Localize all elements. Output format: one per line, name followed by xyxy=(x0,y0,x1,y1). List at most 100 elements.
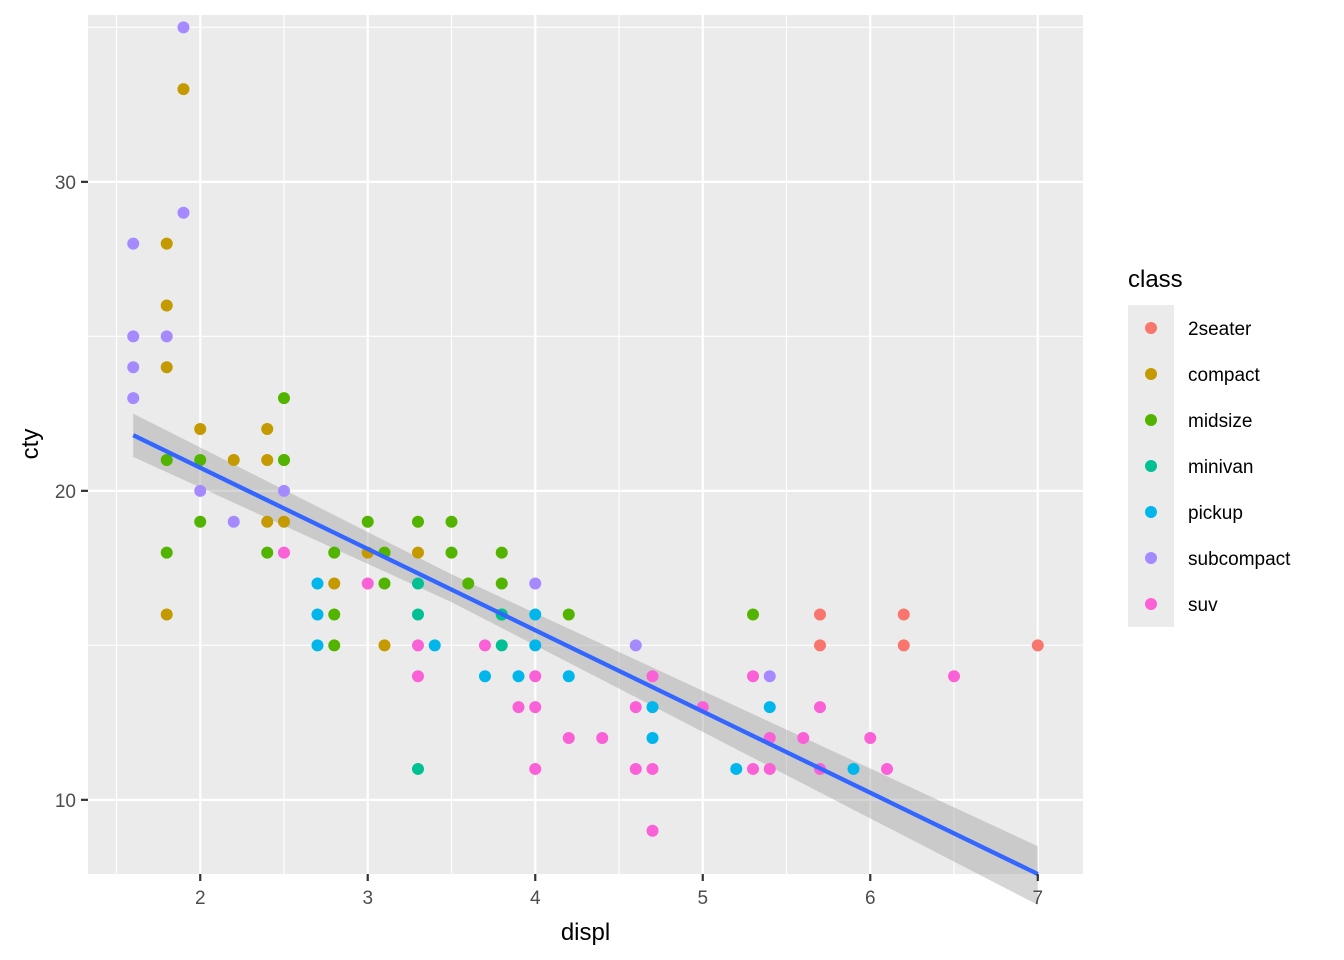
y-axis: 10 20 30 xyxy=(55,173,88,812)
data-point-compact xyxy=(160,299,173,312)
legend-label-minivan: minivan xyxy=(1188,457,1253,478)
data-point-midsize xyxy=(160,453,173,466)
data-point-midsize xyxy=(328,639,341,652)
data-point-2seater xyxy=(897,608,910,621)
data-point-2seater xyxy=(814,608,827,621)
legend-key-subcompact xyxy=(1145,552,1157,564)
confidence-band-area xyxy=(133,413,1038,905)
data-point-subcompact xyxy=(529,577,542,590)
x-tick-label: 3 xyxy=(362,888,373,909)
x-axis-title: displ xyxy=(561,919,610,946)
data-point-midsize xyxy=(562,608,575,621)
data-point-subcompact xyxy=(160,330,173,343)
data-point-suv xyxy=(797,732,810,745)
legend-key-suv xyxy=(1145,598,1157,610)
data-point-midsize xyxy=(462,577,475,590)
legend-key-pickup xyxy=(1145,506,1157,518)
data-point-midsize xyxy=(411,515,424,528)
data-point-midsize xyxy=(277,453,290,466)
data-point-compact xyxy=(277,515,290,528)
data-point-subcompact xyxy=(127,392,140,405)
data-point-subcompact xyxy=(629,639,642,652)
data-point-midsize xyxy=(160,546,173,559)
confidence-band xyxy=(133,413,1038,905)
data-point-suv xyxy=(529,670,542,683)
data-point-pickup xyxy=(478,670,491,683)
data-point-suv xyxy=(562,732,575,745)
data-point-subcompact xyxy=(127,330,140,343)
x-tick-label: 6 xyxy=(865,888,876,909)
data-point-suv xyxy=(814,701,827,714)
x-tick-label: 5 xyxy=(697,888,708,909)
data-point-compact xyxy=(261,515,274,528)
data-point-suv xyxy=(881,762,894,775)
data-point-midsize xyxy=(194,453,207,466)
data-point-pickup xyxy=(311,639,324,652)
data-point-compact xyxy=(261,453,274,466)
data-point-pickup xyxy=(646,732,659,745)
data-point-midsize xyxy=(495,577,508,590)
data-point-midsize xyxy=(747,608,760,621)
legend-items: 2seater compact midsize minivan pickup subcom… xyxy=(1145,319,1291,616)
data-point-suv xyxy=(411,639,424,652)
data-point-compact xyxy=(160,361,173,374)
data-point-suv xyxy=(646,670,659,683)
legend: class 2seater compact midsize minivan pickup… xyxy=(1128,266,1291,627)
x-tick-label: 4 xyxy=(530,888,541,909)
legend-title: class xyxy=(1128,266,1183,293)
data-point-pickup xyxy=(646,701,659,714)
data-point-2seater xyxy=(897,639,910,652)
data-point-midsize xyxy=(361,515,374,528)
legend-key-midsize xyxy=(1145,414,1157,426)
data-point-compact xyxy=(194,423,207,436)
data-point-suv xyxy=(763,762,776,775)
data-point-suv xyxy=(361,577,374,590)
data-point-suv xyxy=(747,762,760,775)
data-point-suv xyxy=(747,670,760,683)
trend-line-path xyxy=(132,433,1039,876)
data-point-compact xyxy=(261,423,274,436)
data-point-suv xyxy=(646,824,659,837)
trend-line xyxy=(132,433,1039,876)
data-point-minivan xyxy=(411,577,424,590)
data-point-suv xyxy=(596,732,609,745)
data-point-suv xyxy=(529,762,542,775)
data-point-compact xyxy=(411,546,424,559)
data-point-midsize xyxy=(495,546,508,559)
y-axis-title: cty xyxy=(17,429,44,460)
data-point-pickup xyxy=(311,577,324,590)
data-point-suv xyxy=(277,546,290,559)
data-point-midsize xyxy=(445,515,458,528)
data-point-subcompact xyxy=(227,515,240,528)
data-point-pickup xyxy=(512,670,525,683)
data-point-midsize xyxy=(194,515,207,528)
data-point-subcompact xyxy=(277,484,290,497)
data-point-subcompact xyxy=(763,670,776,683)
legend-label-suv: suv xyxy=(1188,595,1218,616)
data-point-midsize xyxy=(378,577,391,590)
data-point-pickup xyxy=(311,608,324,621)
data-point-pickup xyxy=(763,701,776,714)
data-point-subcompact xyxy=(194,484,207,497)
data-point-2seater xyxy=(1031,639,1044,652)
x-axis: 2 3 4 5 6 7 xyxy=(195,874,1043,909)
data-point-suv xyxy=(411,670,424,683)
data-points xyxy=(127,21,1044,837)
data-point-minivan xyxy=(411,762,424,775)
minor-gridlines xyxy=(88,15,1083,874)
data-point-subcompact xyxy=(177,21,190,34)
data-point-midsize xyxy=(328,608,341,621)
legend-key-2seater xyxy=(1145,322,1157,334)
legend-label-subcompact: subcompact xyxy=(1188,549,1291,570)
legend-key-minivan xyxy=(1145,460,1157,472)
data-point-minivan xyxy=(495,639,508,652)
data-point-compact xyxy=(160,237,173,250)
panel-background xyxy=(88,15,1083,874)
data-point-suv xyxy=(478,639,491,652)
data-point-subcompact xyxy=(127,361,140,374)
y-tick-label: 30 xyxy=(55,173,76,194)
data-point-pickup xyxy=(562,670,575,683)
data-point-pickup xyxy=(730,762,743,775)
data-point-midsize xyxy=(328,546,341,559)
